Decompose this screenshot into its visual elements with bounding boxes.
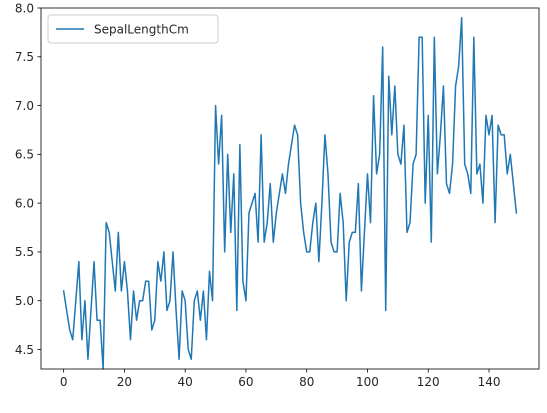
x-tick-label: 40 [178, 375, 193, 389]
y-axis: 4.5 5.0 5.5 6.0 6.5 7.0 7.5 8.0 [15, 1, 41, 357]
y-tick-label: 6.0 [15, 196, 34, 210]
x-tick-label: 80 [299, 375, 314, 389]
y-tick-label: 5.0 [15, 294, 34, 308]
x-tick-label: 20 [117, 375, 132, 389]
y-tick-label: 8.0 [15, 1, 34, 15]
y-tick-label: 7.5 [15, 50, 34, 64]
y-tick-label: 5.5 [15, 245, 34, 259]
axes-frame [40, 7, 540, 370]
x-tick-label: 0 [60, 375, 68, 389]
plot-area [40, 7, 540, 370]
y-tick-label: 4.5 [15, 343, 34, 357]
x-tick-label: 140 [478, 375, 501, 389]
y-tick-label: 6.5 [15, 148, 34, 162]
x-axis: 0 20 40 60 80 100 120 140 [60, 369, 501, 389]
series-line-0 [62, 17, 518, 370]
x-tick-label: 60 [238, 375, 253, 389]
x-tick-label: 120 [417, 375, 440, 389]
y-tick-label: 7.0 [15, 99, 34, 113]
x-tick-label: 100 [356, 375, 379, 389]
legend: SepalLengthCm [47, 14, 219, 44]
legend-box [47, 14, 219, 44]
legend-label: SepalLengthCm [94, 22, 189, 36]
